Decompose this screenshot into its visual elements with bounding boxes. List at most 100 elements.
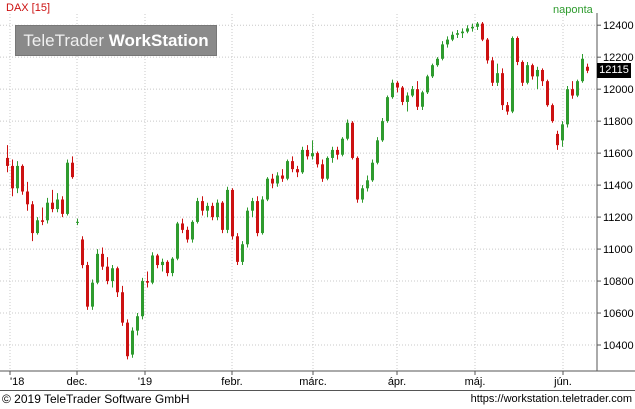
x-tick-label: máj. (465, 376, 486, 388)
footer-url-link[interactable]: https://workstation.teletrader.com (470, 393, 632, 405)
candle-body (181, 223, 184, 230)
candle-body (171, 258, 174, 274)
candle-body (196, 201, 199, 222)
candle-body (241, 244, 244, 262)
y-tick-label: 11600 (603, 148, 633, 160)
candle-body (126, 322, 129, 357)
candle (331, 146, 334, 163)
candle (226, 186, 229, 234)
candle-body (531, 65, 534, 77)
candle (381, 117, 384, 142)
candle (311, 140, 314, 160)
candle-body (291, 161, 294, 170)
candle (71, 156, 74, 179)
candle (111, 265, 114, 288)
candle (446, 36, 449, 48)
x-tick-label: márc. (299, 376, 327, 388)
candle (386, 95, 389, 123)
candle-body (296, 169, 299, 173)
candle-body (271, 178, 274, 184)
candle-body (541, 69, 544, 82)
candle-body (371, 162, 374, 181)
candle (546, 79, 549, 107)
candle-body (406, 95, 409, 102)
candle (301, 146, 304, 174)
candle (391, 79, 394, 99)
candle-body (396, 82, 399, 88)
candle-body (131, 330, 134, 355)
candle-body (221, 202, 224, 230)
candle-body (226, 189, 229, 230)
candle (86, 261, 89, 310)
candle-body (361, 188, 364, 200)
candle-body (331, 149, 334, 158)
candle (326, 156, 329, 181)
candle-body (201, 201, 204, 211)
candle (91, 279, 94, 310)
candle (261, 196, 264, 235)
candle (561, 121, 564, 147)
candle-body (216, 202, 219, 218)
y-tick-label: 12000 (603, 84, 634, 96)
grid-lines (0, 14, 597, 371)
candle-body (256, 201, 259, 234)
period-label[interactable]: naponta (553, 4, 593, 16)
candle (531, 63, 534, 80)
candle (31, 201, 34, 242)
candlestick-series (6, 21, 589, 360)
candle (216, 199, 219, 221)
candle-body (386, 97, 389, 122)
candle (221, 201, 224, 234)
candle-body (261, 199, 264, 234)
candle (6, 145, 9, 173)
candle (291, 156, 294, 173)
candle (101, 247, 104, 270)
candle-body (286, 161, 289, 179)
candle (26, 181, 29, 211)
candle-body (106, 266, 109, 282)
candle-body (31, 204, 34, 234)
candle-body (421, 92, 424, 107)
candle (466, 25, 469, 34)
candle (471, 23, 474, 32)
copyright-text: © 2019 TeleTrader Software GmbH (2, 392, 190, 406)
candle (126, 319, 129, 360)
candle-body (476, 23, 479, 27)
candle (486, 37, 489, 64)
candle-body (156, 255, 159, 266)
candle-body (211, 205, 214, 218)
candle (321, 159, 324, 182)
candle (431, 63, 434, 78)
candle-body (466, 28, 469, 32)
candle (151, 252, 154, 285)
candle-body (6, 157, 9, 166)
candle (136, 313, 139, 336)
candle-body (91, 282, 94, 307)
candle (456, 29, 459, 38)
candle (191, 220, 194, 243)
candle (426, 74, 429, 94)
candle (106, 257, 109, 285)
candle-body (526, 65, 529, 83)
candle (316, 151, 319, 168)
candle-body (191, 221, 194, 240)
x-tick-label: jún. (553, 376, 572, 388)
candle-body (551, 105, 554, 122)
candle (541, 68, 544, 86)
candle (231, 188, 234, 240)
candle (521, 60, 524, 86)
candle-body (66, 162, 69, 214)
x-tick-label: '19 (138, 376, 152, 388)
candle-body (46, 202, 49, 221)
candle (356, 156, 359, 203)
candle-body (436, 58, 439, 66)
y-tick-label: 10800 (603, 276, 634, 288)
candle-body (16, 165, 19, 189)
candle-body (236, 236, 239, 262)
candle-body (336, 149, 339, 155)
candle-body (141, 281, 144, 317)
candle-body (461, 31, 464, 34)
y-tick-label: 11400 (603, 180, 633, 192)
instrument-label[interactable]: DAX [15] (6, 2, 51, 14)
